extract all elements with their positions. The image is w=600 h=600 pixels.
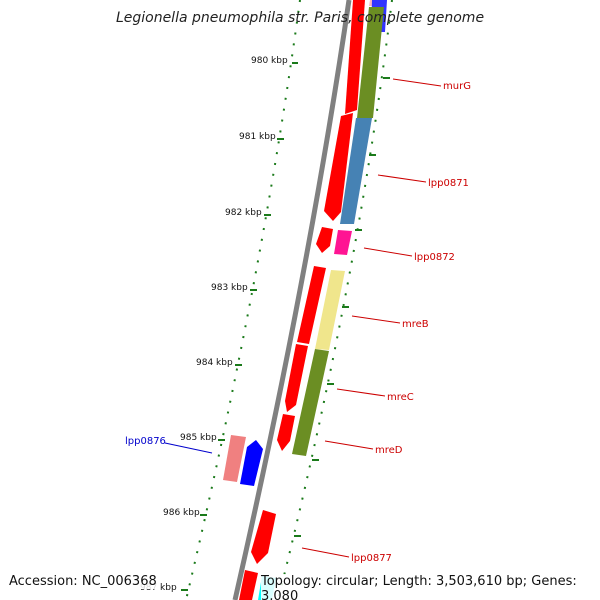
connector-lpp0872 bbox=[363, 247, 413, 257]
tick-label: 985 kbp bbox=[180, 433, 217, 443]
connector-mreD bbox=[324, 440, 374, 450]
gene-arrow-forward[interactable] bbox=[251, 510, 276, 564]
gene-label-murG[interactable]: murG bbox=[443, 81, 471, 92]
gene-arrow-forward[interactable] bbox=[345, 0, 365, 114]
category-boxes[interactable] bbox=[223, 0, 387, 600]
gene-arrow-forward[interactable] bbox=[324, 113, 353, 221]
tick-label: 981 kbp bbox=[239, 132, 276, 142]
tick-label: 983 kbp bbox=[211, 283, 248, 293]
connector-mreC bbox=[336, 388, 386, 397]
category-box-mreC-mreD[interactable] bbox=[292, 349, 329, 456]
connector-lpp0871 bbox=[377, 174, 427, 183]
category-box-mreB[interactable] bbox=[315, 270, 345, 350]
genome-backbone bbox=[232, 0, 352, 600]
category-box-lpp0872[interactable] bbox=[334, 230, 352, 255]
gene-label-lpp0876[interactable]: lpp0876 bbox=[125, 436, 166, 447]
tick-label: 986 kbp bbox=[163, 508, 200, 518]
category-box-lpp0876[interactable] bbox=[223, 435, 246, 482]
category-box-lpp0871[interactable] bbox=[340, 118, 372, 224]
map-title: Legionella pneumophila str. Paris, compl… bbox=[115, 10, 485, 26]
gene-label-lpp0877[interactable]: lpp0877 bbox=[351, 553, 392, 564]
connector-lpp0877 bbox=[301, 547, 350, 558]
category-box-murG[interactable] bbox=[357, 7, 384, 118]
gene-label-lpp0872[interactable]: lpp0872 bbox=[414, 252, 455, 263]
connector-murG bbox=[392, 78, 442, 87]
gene-arrow-forward[interactable] bbox=[277, 414, 295, 451]
ruler-dotted-outer bbox=[185, 0, 301, 600]
gene-label-mreC[interactable]: mreC bbox=[387, 392, 414, 403]
gene-labels[interactable]: murG lpp0871 lpp0872 mreB mreC mreD lpp0… bbox=[125, 81, 471, 564]
tick-label: 982 kbp bbox=[225, 208, 262, 218]
connector-mreB bbox=[351, 315, 401, 324]
tick-label: 980 kbp bbox=[251, 56, 288, 66]
ruler-tick-labels: 980 kbp 981 kbp 982 kbp 983 kbp 984 kbp … bbox=[140, 56, 288, 593]
forward-strand-genes[interactable] bbox=[239, 0, 365, 600]
gene-arrow-forward[interactable] bbox=[239, 570, 258, 600]
label-connectors bbox=[164, 78, 442, 558]
tick-label: 987 kbp bbox=[140, 583, 177, 593]
gene-arrow-reverse[interactable] bbox=[240, 440, 263, 486]
gene-arrow-forward[interactable] bbox=[316, 227, 333, 253]
gene-label-mreD[interactable]: mreD bbox=[375, 445, 403, 456]
connector-lpp0876 bbox=[164, 442, 213, 454]
tick-label: 984 kbp bbox=[196, 358, 233, 368]
gene-label-lpp0871[interactable]: lpp0871 bbox=[428, 178, 469, 189]
accession-text: Accession: NC_006368 bbox=[9, 574, 157, 589]
topology-text: Topology: circular; Length: 3,503,610 bp… bbox=[261, 574, 600, 600]
gene-arrow-forward[interactable] bbox=[297, 266, 326, 344]
ruler-ticks bbox=[181, 62, 390, 591]
gene-label-mreB[interactable]: mreB bbox=[402, 319, 429, 330]
gene-arrow-forward[interactable] bbox=[285, 344, 308, 412]
